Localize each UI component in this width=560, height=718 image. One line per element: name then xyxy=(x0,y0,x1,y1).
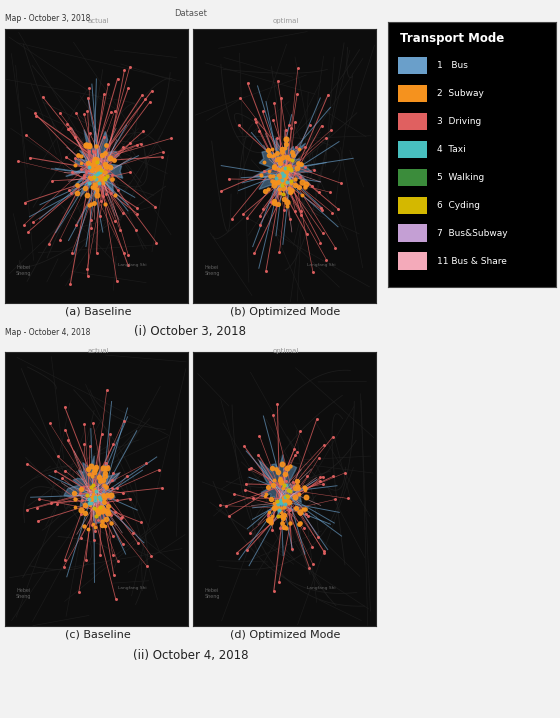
FancyBboxPatch shape xyxy=(398,169,427,186)
Polygon shape xyxy=(259,454,301,514)
Text: (ii) October 4, 2018: (ii) October 4, 2018 xyxy=(133,649,248,662)
Polygon shape xyxy=(254,138,312,196)
Text: 11 Bus & Share: 11 Bus & Share xyxy=(437,256,507,266)
Text: Map - October 4, 2018: Map - October 4, 2018 xyxy=(5,328,90,337)
Text: 6  Cyding: 6 Cyding xyxy=(437,201,480,210)
Text: (a) Baseline: (a) Baseline xyxy=(65,307,131,317)
Text: 3  Driving: 3 Driving xyxy=(437,117,481,126)
FancyBboxPatch shape xyxy=(398,113,427,130)
FancyBboxPatch shape xyxy=(398,141,427,158)
Text: 1   Bus: 1 Bus xyxy=(437,61,468,70)
Text: 2  Subway: 2 Subway xyxy=(437,89,484,98)
Text: Hebei
Sheng: Hebei Sheng xyxy=(204,265,220,276)
Text: actual: actual xyxy=(87,19,109,24)
FancyBboxPatch shape xyxy=(398,57,427,75)
Text: 5  Walking: 5 Walking xyxy=(437,173,484,182)
Polygon shape xyxy=(66,129,123,197)
Text: Hebei
Sheng: Hebei Sheng xyxy=(16,588,31,599)
Text: Langfang Shi: Langfang Shi xyxy=(307,587,335,590)
FancyBboxPatch shape xyxy=(398,197,427,214)
Text: (b) Optimized Mode: (b) Optimized Mode xyxy=(231,307,340,317)
Text: (d) Optimized Mode: (d) Optimized Mode xyxy=(230,630,341,640)
Text: Hebei
Sheng: Hebei Sheng xyxy=(204,588,220,599)
Text: Dataset: Dataset xyxy=(174,9,207,18)
Text: 4  Taxi: 4 Taxi xyxy=(437,145,465,154)
Text: (c) Baseline: (c) Baseline xyxy=(65,630,131,640)
Text: Map - October 3, 2018: Map - October 3, 2018 xyxy=(5,14,90,23)
Text: optimal: optimal xyxy=(272,348,299,354)
Text: Langfang Shi: Langfang Shi xyxy=(118,264,147,267)
FancyBboxPatch shape xyxy=(398,85,427,102)
Text: optimal: optimal xyxy=(272,19,299,24)
Polygon shape xyxy=(64,456,120,523)
FancyBboxPatch shape xyxy=(398,252,427,269)
Text: 7  Bus&Subway: 7 Bus&Subway xyxy=(437,229,507,238)
Text: Langfang Shi: Langfang Shi xyxy=(307,264,335,267)
FancyBboxPatch shape xyxy=(398,225,427,242)
Text: (i) October 3, 2018: (i) October 3, 2018 xyxy=(134,325,246,337)
Text: Hebei
Sheng: Hebei Sheng xyxy=(16,265,31,276)
Text: actual: actual xyxy=(87,348,109,354)
Text: Langfang Shi: Langfang Shi xyxy=(118,587,147,590)
Text: Transport Mode: Transport Mode xyxy=(400,32,504,45)
